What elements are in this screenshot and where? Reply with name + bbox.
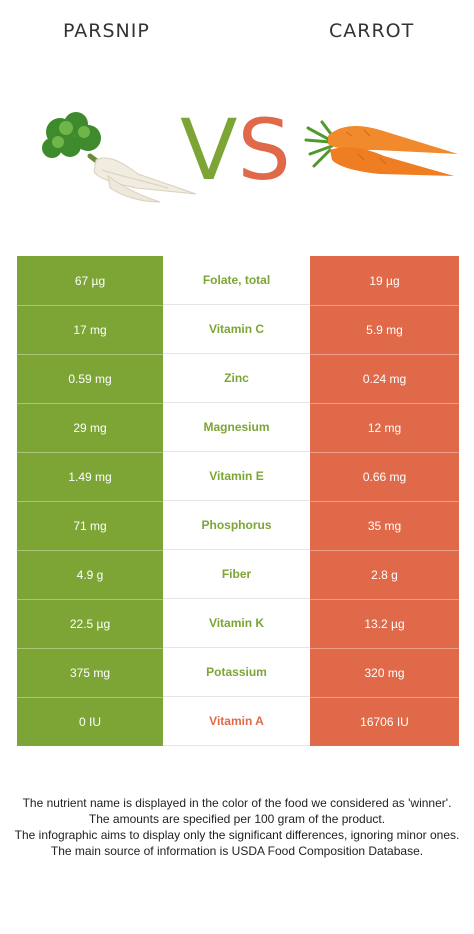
table-row: 71 mg Phosphorus 35 mg	[17, 501, 459, 550]
carrot-value: 5.9 mg	[310, 305, 459, 354]
parsnip-value: 375 mg	[17, 648, 163, 697]
parsnip-value: 0 IU	[17, 697, 163, 746]
nutrient-name: Magnesium	[163, 403, 310, 452]
carrot-value: 13.2 µg	[310, 599, 459, 648]
table-row: 375 mg Potassium 320 mg	[17, 648, 459, 697]
carrot-value: 0.24 mg	[310, 354, 459, 403]
parsnip-value: 71 mg	[17, 501, 163, 550]
nutrient-name: Potassium	[163, 648, 310, 697]
carrot-value: 12 mg	[310, 403, 459, 452]
parsnip-value: 0.59 mg	[17, 354, 163, 403]
carrot-value: 0.66 mg	[310, 452, 459, 501]
vs-label: VS	[180, 108, 291, 192]
vs-s-letter: S	[237, 101, 291, 199]
nutrient-name: Folate, total	[163, 256, 310, 305]
carrot-image	[304, 120, 458, 176]
parsnip-value: 4.9 g	[17, 550, 163, 599]
note-source: The main source of information is USDA F…	[50, 844, 424, 858]
parsnip-value: 29 mg	[17, 403, 163, 452]
note-winner: The nutrient name is displayed in the co…	[22, 796, 452, 810]
parsnip-title: PARSNIP	[63, 20, 150, 42]
nutrient-name: Vitamin A	[163, 697, 310, 746]
carrot-value: 35 mg	[310, 501, 459, 550]
table-row: 0 IU Vitamin A 16706 IU	[17, 697, 459, 746]
carrot-value: 320 mg	[310, 648, 459, 697]
note-amounts: The amounts are specified per 100 gram o…	[88, 812, 386, 826]
table-row: 0.59 mg Zinc 0.24 mg	[17, 354, 459, 403]
nutrient-name: Vitamin C	[163, 305, 310, 354]
nutrient-name: Vitamin K	[163, 599, 310, 648]
footnotes: The nutrient name is displayed in the co…	[14, 795, 460, 859]
parsnip-value: 17 mg	[17, 305, 163, 354]
note-significant: The infographic aims to display only the…	[14, 828, 460, 842]
table-row: 22.5 µg Vitamin K 13.2 µg	[17, 599, 459, 648]
table-row: 4.9 g Fiber 2.8 g	[17, 550, 459, 599]
parsnip-image	[42, 112, 197, 203]
vs-v-letter: V	[180, 101, 238, 199]
parsnip-value: 1.49 mg	[17, 452, 163, 501]
carrot-value: 16706 IU	[310, 697, 459, 746]
nutrient-name: Fiber	[163, 550, 310, 599]
parsnip-value: 22.5 µg	[17, 599, 163, 648]
table-row: 29 mg Magnesium 12 mg	[17, 403, 459, 452]
table-row: 1.49 mg Vitamin E 0.66 mg	[17, 452, 459, 501]
parsnip-value: 67 µg	[17, 256, 163, 305]
carrot-value: 19 µg	[310, 256, 459, 305]
comparison-table: 67 µg Folate, total 19 µg 17 mg Vitamin C 5.9…	[17, 256, 459, 746]
nutrient-name: Phosphorus	[163, 501, 310, 550]
nutrient-name: Vitamin E	[163, 452, 310, 501]
carrot-title: CARROT	[329, 20, 415, 42]
table-row: 17 mg Vitamin C 5.9 mg	[17, 305, 459, 354]
table-row: 67 µg Folate, total 19 µg	[17, 256, 459, 305]
nutrient-name: Zinc	[163, 354, 310, 403]
carrot-value: 2.8 g	[310, 550, 459, 599]
